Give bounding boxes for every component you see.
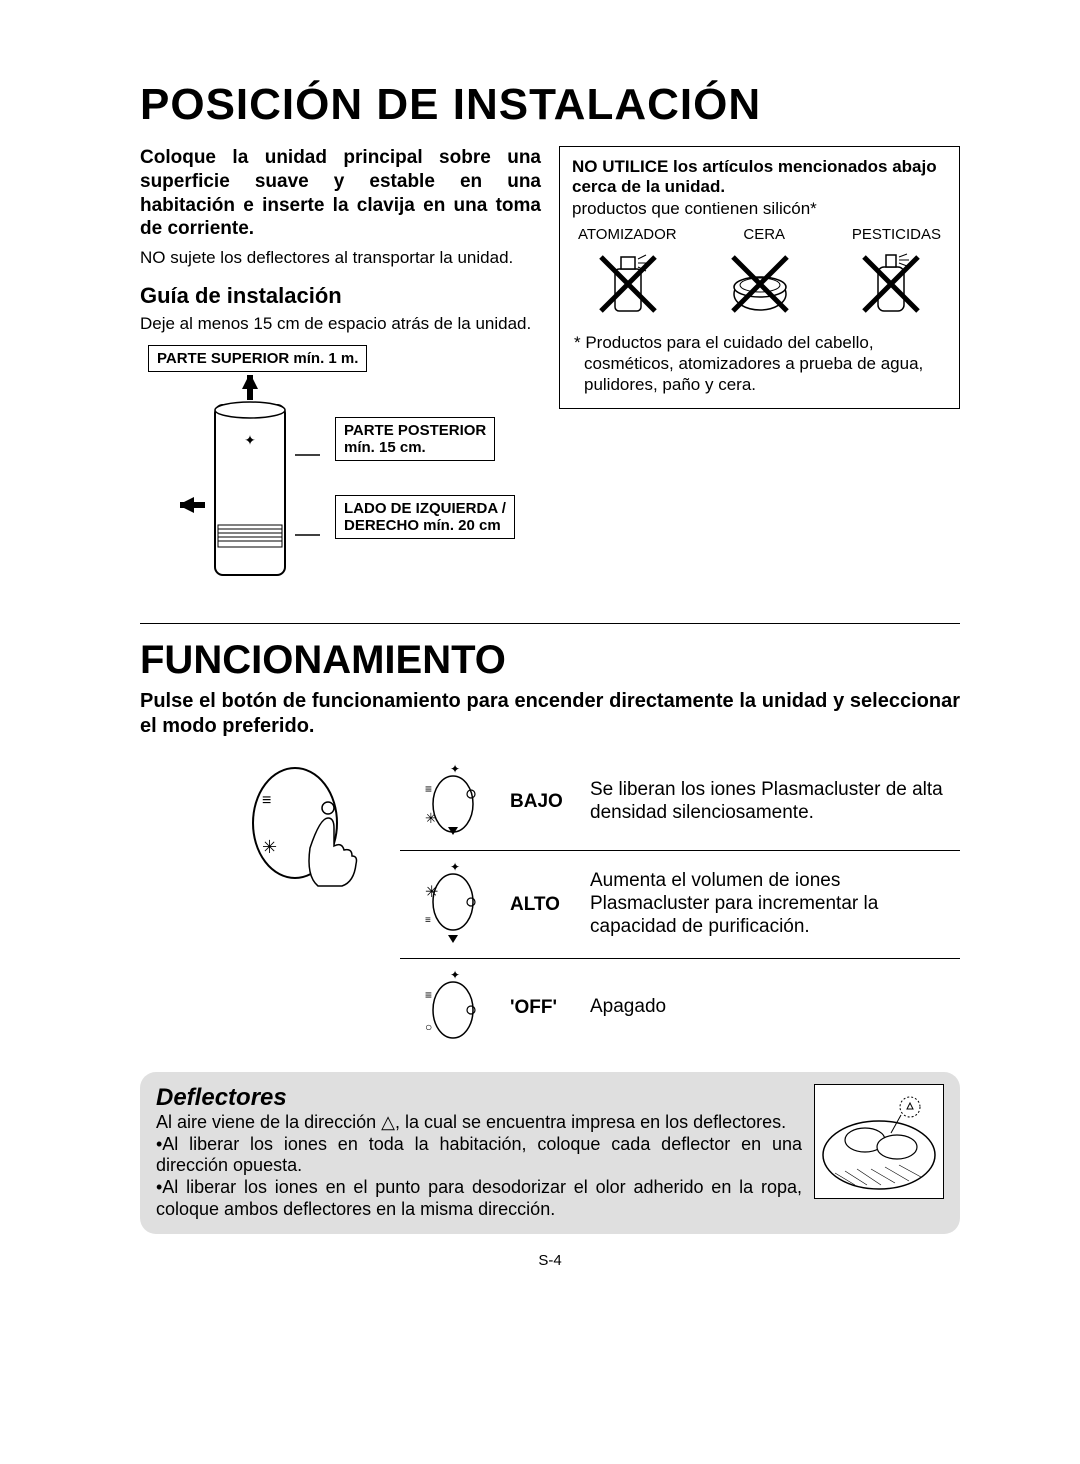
mode-icon-bajo: ✦ ≡ ✳ — [400, 759, 510, 844]
silicon-icon-labels: ATOMIZADOR CERA PESTICIDAS — [572, 226, 947, 243]
mode-label-bajo: BAJO — [510, 791, 590, 813]
svg-text:≡: ≡ — [425, 988, 432, 1002]
mode-row-bajo: ✦ ≡ ✳ BAJO Se liberan los iones Plasmacl… — [400, 753, 960, 850]
svg-text:✦: ✦ — [244, 432, 256, 448]
mode-label-off: 'OFF' — [510, 997, 590, 1019]
deflector-bullet1: •Al liberar los iones en toda la habitac… — [156, 1134, 802, 1177]
deflector-title: Deflectores — [156, 1084, 802, 1112]
deflector-box: Deflectores Al aire viene de la direcció… — [140, 1072, 960, 1234]
svg-text:✦: ✦ — [450, 968, 460, 982]
silicon-icons — [572, 249, 947, 324]
operation-title: FUNCIONAMIENTO — [140, 638, 960, 683]
mode-desc-alto: Aumenta el volumen de iones Plasmacluste… — [590, 870, 960, 938]
install-columns: Coloque la unidad principal sobre una su… — [140, 146, 960, 605]
silicon-note: * Productos para el cuidado del cabello,… — [572, 332, 947, 396]
mode-icon-off: ✦ ≡ ○ — [400, 965, 510, 1050]
operation-intro: Pulse el botón de funcionamiento para en… — [140, 689, 960, 739]
svg-text:≡: ≡ — [262, 792, 271, 809]
deflector-text: Deflectores Al aire viene de la direcció… — [156, 1084, 802, 1220]
mode-rows: ✦ ≡ ✳ BAJO Se liberan los iones Plasmacl… — [400, 753, 960, 1056]
svg-text:✦: ✦ — [450, 762, 460, 776]
guide-title: Guía de instalación — [140, 283, 541, 309]
label-cera: CERA — [743, 226, 785, 243]
deflector-illustration — [814, 1084, 944, 1199]
svg-text:≡: ≡ — [425, 915, 431, 926]
install-intro: Coloque la unidad principal sobre una su… — [140, 146, 541, 241]
atomizador-icon — [578, 249, 678, 324]
page-title: POSICIÓN DE INSTALACIÓN — [140, 80, 960, 130]
install-left-col: Coloque la unidad principal sobre una su… — [140, 146, 541, 605]
svg-text:✳: ✳ — [262, 837, 277, 857]
svg-text:○: ○ — [425, 1020, 432, 1034]
label-pesticidas: PESTICIDAS — [852, 226, 941, 243]
svg-text:✦: ✦ — [450, 860, 460, 874]
mode-desc-bajo: Se liberan los iones Plasmacluster de al… — [590, 779, 960, 825]
clearance-side-l2: DERECHO mín. 20 cm — [344, 517, 501, 534]
mode-label-alto: ALTO — [510, 894, 590, 916]
clearance-side-l1: LADO DE IZQUIERDA / — [344, 500, 506, 517]
pesticidas-icon — [841, 249, 941, 324]
guide-body: Deje al menos 15 cm de espacio atrás de … — [140, 313, 541, 335]
no-hold-note: NO sujete los deflectores al transportar… — [140, 247, 541, 269]
svg-text:✳: ✳ — [425, 884, 438, 901]
mode-icon-alto: ✦ ✳ ≡ — [400, 857, 510, 952]
install-diagram: PARTE SUPERIOR mín. 1 m. ✦ — [140, 345, 541, 605]
install-right-col: NO UTILICE los artículos mencionados aba… — [559, 146, 960, 605]
page-number: S-4 — [140, 1252, 960, 1269]
mode-desc-off: Apagado — [590, 996, 960, 1019]
unit-illustration: ✦ — [180, 375, 320, 595]
svg-text:✳: ✳ — [425, 810, 437, 826]
clearance-rear-l2: mín. 15 cm. — [344, 439, 426, 456]
mode-press-illustration: ≡ ✳ — [230, 753, 400, 1056]
silicon-sub: productos que contienen silicón* — [572, 198, 947, 220]
clearance-rear-l1: PARTE POSTERIOR — [344, 422, 486, 439]
silicon-warning-box: NO UTILICE los artículos mencionados aba… — [559, 146, 960, 409]
clearance-side: LADO DE IZQUIERDA / DERECHO mín. 20 cm — [335, 495, 515, 539]
clearance-top: PARTE SUPERIOR mín. 1 m. — [148, 345, 367, 372]
mode-row-alto: ✦ ✳ ≡ ALTO Aumenta el volumen de iones P… — [400, 850, 960, 958]
deflector-line1: Al aire viene de la dirección △, la cual… — [156, 1112, 802, 1134]
deflector-bullet2: •Al liberar los iones en el punto para d… — [156, 1177, 802, 1220]
mode-table: ≡ ✳ ✦ ≡ ✳ BAJO Se liberan los iones Plas… — [140, 753, 960, 1056]
cera-icon — [710, 249, 810, 324]
section-divider — [140, 623, 960, 624]
label-atomizador: ATOMIZADOR — [578, 226, 677, 243]
clearance-rear: PARTE POSTERIOR mín. 15 cm. — [335, 417, 495, 461]
svg-text:≡: ≡ — [425, 782, 432, 796]
mode-row-off: ✦ ≡ ○ 'OFF' Apagado — [400, 958, 960, 1056]
silicon-title: NO UTILICE los artículos mencionados aba… — [572, 157, 947, 198]
